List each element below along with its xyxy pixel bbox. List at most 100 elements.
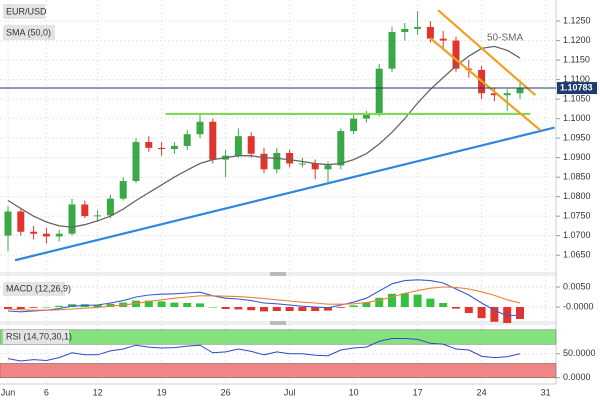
rsi-band [0,329,557,345]
y-tick-label: 1.1050 [563,93,591,103]
x-tick-label: Jun [1,387,16,397]
candle-body [350,118,358,132]
candle-body [298,163,306,165]
macd-line [7,279,521,317]
macd-histogram-bar [234,307,243,310]
macd-histogram-bar [68,304,76,307]
candle-body [158,147,166,150]
candle-body [375,68,383,115]
candle-body [324,165,332,170]
candle-body [273,152,281,170]
candle-body [209,121,217,160]
candle-body [388,31,396,69]
x-tick-label: 24 [477,387,487,397]
macd-histogram-bar [196,303,204,307]
candle-body [55,233,63,237]
y-tick-label: 1.0850 [563,172,591,182]
candle-body [311,163,319,170]
y-tick-label: 1.0800 [563,191,591,201]
macd-histogram-bar [272,307,281,311]
macd-histogram-bar [516,307,524,319]
candle-body [81,204,89,217]
macd-histogram-bar [42,307,51,308]
separator-handle[interactable] [270,272,286,276]
macd-histogram-bar [452,307,460,309]
candle-body [260,153,268,170]
x-tick-label: Jul [284,387,296,397]
label-box [3,282,65,296]
macd-histogram-bar [375,297,384,307]
x-tick-label: 17 [413,387,423,397]
candle-body [452,40,460,69]
macd-histogram-bar [349,305,358,307]
y-tick-label: 1.1200 [563,35,591,45]
macd-histogram-bar [208,307,217,308]
y-tick-label: 1.0700 [563,230,591,240]
candle-body [401,28,409,32]
macd-histogram-bar [16,307,25,309]
x-tick-label: 12 [93,387,103,397]
candle-body [68,204,76,234]
macd-histogram-bar [221,307,230,309]
trend-line [429,37,542,132]
x-tick-label: 26 [221,387,231,397]
y-tick-label: 1.0900 [563,152,591,162]
macd-histogram-bar [388,293,396,307]
trend-line [437,9,537,97]
candle-body [503,93,511,96]
candle-body [106,198,114,216]
candle-body [362,114,370,119]
macd-histogram-bar [4,307,12,309]
label-box [3,330,69,344]
x-tick-label: 31 [541,387,551,397]
y-tick-label: 1.1250 [563,15,591,25]
candle-body [247,136,255,154]
candle-body [414,26,422,29]
y-tick-label: 1.0750 [563,211,591,221]
macd-histogram-bar [400,293,409,307]
macd-line [7,286,521,311]
rsi-label: RSI (14,70,30,1) [6,331,72,341]
candle-body [132,142,140,182]
macd-histogram-bar [336,307,345,308]
y-tick-label: 0.0050 [563,281,591,291]
macd-histogram-bar [55,305,64,307]
candle-body [183,134,191,146]
candle-body [42,233,50,237]
candle-body [30,231,38,234]
macd-histogram-bar [439,303,448,307]
macd-histogram-bar [464,307,473,313]
candle-body [426,26,434,39]
candle-body [439,38,447,41]
y-tick-label: 1.1100 [563,74,590,84]
macd-histogram-bar [29,307,38,308]
macd-histogram-bar [477,307,486,319]
y-tick-label: -0.0000 [563,301,594,311]
macd-histogram-bar [170,302,179,307]
macd-histogram-bar [157,301,166,307]
label-box [3,25,55,40]
candle-body [119,181,127,199]
candle-body [17,211,25,232]
candle-body [196,121,204,135]
macd-histogram-bar [285,307,294,311]
label-box [3,4,45,19]
macd-label: MACD (12,26,9) [6,283,71,293]
candle-body [337,131,345,166]
candle-body [170,145,178,150]
symbol-label: EUR/USD [6,6,47,16]
sma-label: SMA (50,0) [6,27,51,37]
macd-histogram-bar [426,298,435,307]
macd-histogram-bar [413,294,422,307]
sma-line [7,45,521,228]
candle-body [4,211,12,236]
macd-histogram-bar [298,307,307,311]
separator-handle[interactable] [270,321,286,325]
macd-histogram-bar [93,304,102,307]
candle-body [234,136,242,156]
y-tick-label: 1.0650 [563,250,591,260]
candle-body [94,215,102,217]
x-tick-label: 19 [157,387,167,397]
